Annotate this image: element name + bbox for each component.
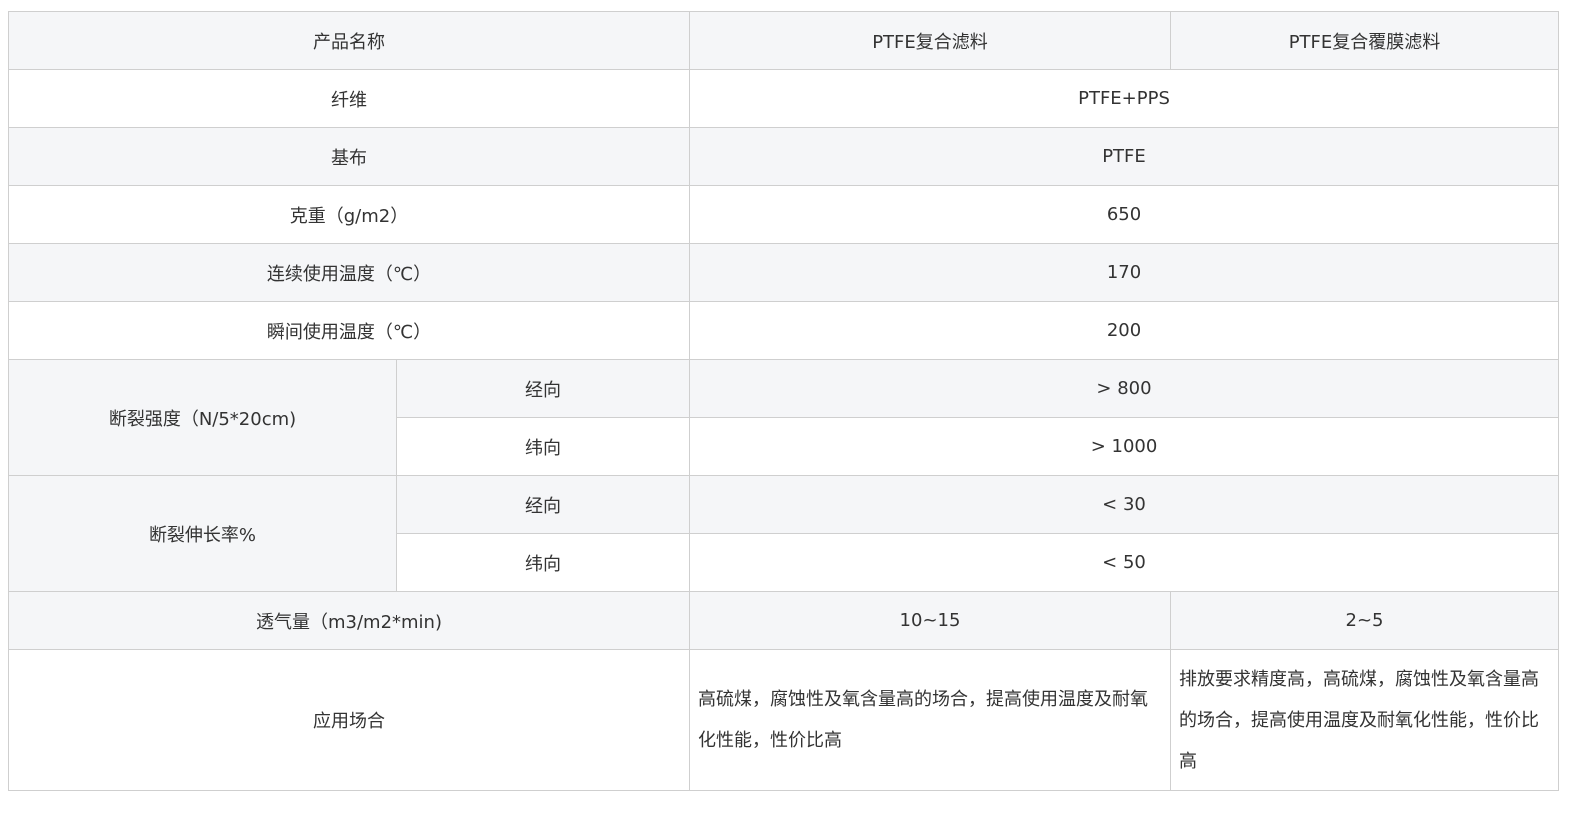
row-value-b: 排放要求精度高，高硫煤，腐蚀性及氧含量高的场合，提高使用温度及耐氧化性能，性价比… (1170, 649, 1559, 791)
row-value-a: 10~15 (689, 591, 1171, 650)
sub-label: 纬向 (396, 417, 690, 476)
row-value-a: 高硫煤，腐蚀性及氧含量高的场合，提高使用温度及耐氧化性能，性价比高 (689, 649, 1171, 791)
row-value: 650 (689, 185, 1559, 244)
table-row: 瞬间使用温度（℃） 200 (8, 301, 1559, 360)
row-label: 瞬间使用温度（℃） (8, 301, 690, 360)
header-product-b: PTFE复合覆膜滤料 (1170, 11, 1559, 70)
header-row: 产品名称 PTFE复合滤料 PTFE复合覆膜滤料 (8, 11, 1559, 70)
row-value: PTFE+PPS (689, 69, 1559, 128)
row-value: 170 (689, 243, 1559, 302)
row-label: 透气量（m3/m2*min) (8, 591, 690, 650)
row-value: > 1000 (689, 417, 1559, 476)
table-row: 断裂强度（N/5*20cm) 经向 > 800 (8, 359, 1559, 476)
sub-label: 纬向 (396, 533, 690, 592)
row-value: > 800 (689, 359, 1559, 418)
table-row: 克重（g/m2） 650 (8, 185, 1559, 244)
header-product-name: 产品名称 (8, 11, 690, 70)
table-row: 应用场合 高硫煤，腐蚀性及氧含量高的场合，提高使用温度及耐氧化性能，性价比高 排… (8, 649, 1559, 791)
row-label: 基布 (8, 127, 690, 186)
row-value: 200 (689, 301, 1559, 360)
table-row: 基布 PTFE (8, 127, 1559, 186)
table-row: 纬向 < 50 (9, 533, 1559, 592)
header-product-a: PTFE复合滤料 (689, 11, 1171, 70)
row-value: < 30 (689, 475, 1559, 534)
sub-label: 经向 (396, 359, 690, 418)
row-value-b: 2~5 (1170, 591, 1559, 650)
table-row: 纬向 > 1000 (9, 417, 1559, 476)
row-label: 应用场合 (8, 649, 690, 791)
sub-label: 经向 (396, 475, 690, 534)
row-value: < 50 (689, 533, 1559, 592)
row-label: 断裂伸长率% (8, 475, 397, 592)
row-label: 断裂强度（N/5*20cm) (8, 359, 397, 476)
table-row: 透气量（m3/m2*min) 10~15 2~5 (8, 591, 1559, 650)
table-row: 断裂伸长率% 经向 < 30 (8, 475, 1559, 592)
row-label: 连续使用温度（℃） (8, 243, 690, 302)
table-row: 纤维 PTFE+PPS (8, 69, 1559, 128)
row-label: 克重（g/m2） (8, 185, 690, 244)
row-label: 纤维 (8, 69, 690, 128)
table-row: 连续使用温度（℃） 170 (8, 243, 1559, 302)
row-value: PTFE (689, 127, 1559, 186)
product-spec-table: 产品名称 PTFE复合滤料 PTFE复合覆膜滤料 纤维 PTFE+PPS 基布 … (8, 11, 1559, 791)
